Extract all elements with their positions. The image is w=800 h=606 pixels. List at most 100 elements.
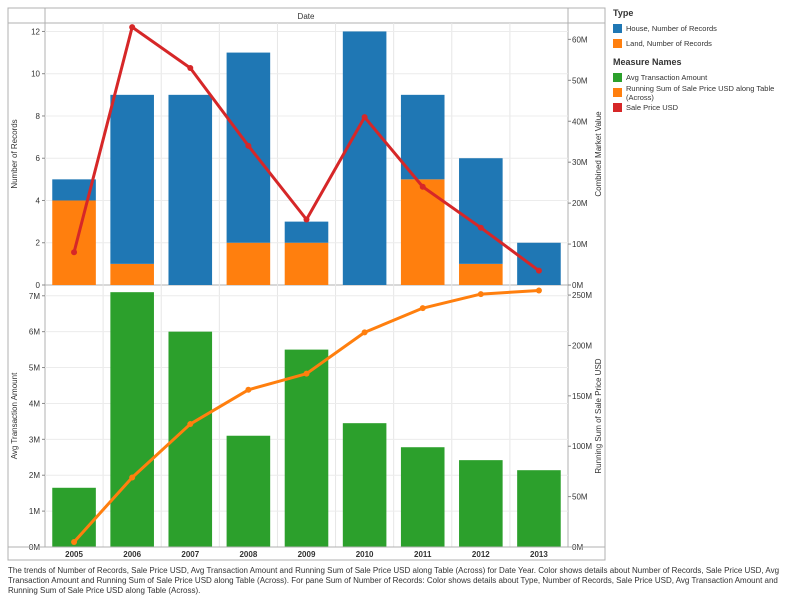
right-axis-title-records: Combined Market Value (594, 111, 603, 197)
legend-swatch-running-sum (613, 88, 622, 97)
point-sale-price-usd-2013 (535, 267, 542, 274)
bar-house-number-of-records-2005 (52, 179, 96, 201)
legend-label-sale-price: Sale Price USD (626, 103, 679, 112)
legend-item-avg-transaction[interactable]: Avg Transaction Amount (613, 70, 798, 85)
left-axis-title-avg: Avg Transaction Amount (10, 372, 19, 459)
left-tick-label: 7M (29, 292, 40, 301)
left-tick-label: 1M (29, 507, 40, 516)
bar-house-number-of-records-2012 (459, 158, 503, 264)
left-tick-label: 12 (31, 27, 40, 36)
right-tick-label: 50M (572, 493, 588, 502)
legend-swatch-avg-transaction (613, 73, 622, 82)
left-tick-label: 10 (31, 70, 40, 79)
chart-caption: The trends of Number of Records, Sale Pr… (8, 566, 780, 595)
legend-label-avg-transaction: Avg Transaction Amount (626, 73, 708, 82)
right-axis-title-avg: Running Sum of Sale Price USD (594, 358, 603, 473)
point-running-sum-of-sale-price-usd-along-table-across-2010 (361, 329, 368, 336)
left-axis-title-records: Number of Records (10, 119, 19, 188)
bar-avg-transaction-amount-2010 (342, 423, 387, 547)
legend-swatch-sale-price (613, 103, 622, 112)
bar-house-number-of-records-2010 (342, 31, 387, 285)
x-tick-label-2007: 2007 (181, 550, 199, 559)
x-tick-label-2005: 2005 (65, 550, 83, 559)
bar-house-number-of-records-2011 (400, 94, 445, 180)
left-tick-label: 4M (29, 399, 40, 408)
legend-item-land[interactable]: Land, Number of Records (613, 36, 798, 51)
bar-land-number-of-records-2012 (459, 263, 503, 285)
right-tick-label: 250M (572, 291, 592, 300)
bar-avg-transaction-amount-2009 (284, 349, 329, 547)
bar-house-number-of-records-2009 (284, 221, 329, 243)
bar-avg-transaction-amount-2008 (226, 435, 271, 547)
bar-land-number-of-records-2011 (400, 179, 445, 285)
legend-label-running-sum: Running Sum of Sale Price USD along Tabl… (626, 83, 775, 102)
left-tick-label: 2 (36, 239, 41, 248)
point-running-sum-of-sale-price-usd-along-table-across-2008 (245, 386, 252, 393)
outer-frame (7, 22, 606, 561)
point-sale-price-usd-2007 (187, 65, 194, 72)
bar-avg-transaction-amount-2012 (459, 460, 503, 547)
legend-item-house[interactable]: House, Number of Records (613, 21, 798, 36)
legend-measure-title: Measure Names (613, 57, 682, 67)
right-tick-label: 150M (572, 392, 592, 401)
point-running-sum-of-sale-price-usd-along-table-across-2009 (303, 370, 310, 377)
point-running-sum-of-sale-price-usd-along-table-across-2013 (535, 287, 542, 294)
right-tick-label: 100M (572, 442, 592, 451)
right-tick-label: 200M (572, 341, 592, 350)
left-tick-label: 0 (36, 281, 41, 290)
left-tick-label: 2M (29, 471, 40, 480)
point-running-sum-of-sale-price-usd-along-table-across-2005 (71, 538, 78, 545)
legend-swatch-land (613, 39, 622, 48)
point-running-sum-of-sale-price-usd-along-table-across-2007 (187, 421, 194, 428)
left-tick-label: 8 (36, 112, 41, 121)
point-sale-price-usd-2008 (245, 142, 252, 149)
bar-house-number-of-records-2007 (168, 94, 213, 285)
right-tick-label: 50M (572, 76, 588, 85)
point-sale-price-usd-2006 (129, 24, 136, 31)
legend-item-sale-price[interactable]: Sale Price USD (613, 100, 798, 115)
legend-label-land: Land, Number of Records (626, 39, 712, 48)
bar-avg-transaction-amount-2005 (52, 487, 96, 547)
point-sale-price-usd-2012 (477, 224, 484, 231)
x-tick-label-2006: 2006 (123, 550, 141, 559)
right-tick-label: 0M (572, 281, 583, 290)
x-tick-label-2009: 2009 (298, 550, 316, 559)
axes-layer: 0 2 4 6 8 10 12 0M 10M 20M 30M 40M 50M 60M Number of R… (8, 27, 605, 559)
left-tick-label: 3M (29, 435, 40, 444)
x-tick-label-2011: 2011 (414, 550, 432, 559)
bar-house-number-of-records-2006 (110, 94, 154, 264)
bar-avg-transaction-amount-2011 (400, 447, 445, 547)
bars-layer (52, 31, 561, 547)
bar-house-number-of-records-2013 (517, 242, 561, 285)
right-tick-label: 40M (572, 117, 588, 126)
bar-land-number-of-records-2005 (52, 200, 96, 285)
right-tick-label: 60M (572, 35, 588, 44)
bar-land-number-of-records-2006 (110, 263, 154, 285)
left-tick-label: 6 (36, 154, 41, 163)
legend-swatch-house (613, 24, 622, 33)
legend-type-title: Type (613, 8, 634, 18)
point-running-sum-of-sale-price-usd-along-table-across-2006 (129, 474, 136, 481)
bar-avg-transaction-amount-2013 (517, 470, 561, 547)
point-running-sum-of-sale-price-usd-along-table-across-2012 (477, 291, 484, 298)
x-tick-label-2008: 2008 (239, 550, 257, 559)
point-sale-price-usd-2009 (303, 216, 310, 223)
left-tick-label: 5M (29, 364, 40, 373)
left-tick-label: 4 (36, 196, 41, 205)
legend: Type House, Number of Records Land, Numb… (613, 8, 798, 115)
point-running-sum-of-sale-price-usd-along-table-across-2011 (419, 305, 426, 312)
legend-item-running-sum[interactable]: Running Sum of Sale Price USD along Tabl… (613, 83, 798, 102)
bar-avg-transaction-amount-2006 (110, 292, 154, 547)
x-tick-label-2012: 2012 (472, 550, 490, 559)
date-header-label: Date (298, 12, 315, 21)
left-tick-label: 6M (29, 328, 40, 337)
x-tick-label-2013: 2013 (530, 550, 548, 559)
bar-land-number-of-records-2009 (284, 242, 329, 285)
x-tick-label-2010: 2010 (356, 550, 374, 559)
point-sale-price-usd-2005 (71, 249, 78, 256)
point-sale-price-usd-2011 (419, 183, 426, 190)
bar-land-number-of-records-2008 (226, 242, 271, 285)
right-tick-label: 20M (572, 199, 588, 208)
legend-label-house: House, Number of Records (626, 24, 717, 33)
